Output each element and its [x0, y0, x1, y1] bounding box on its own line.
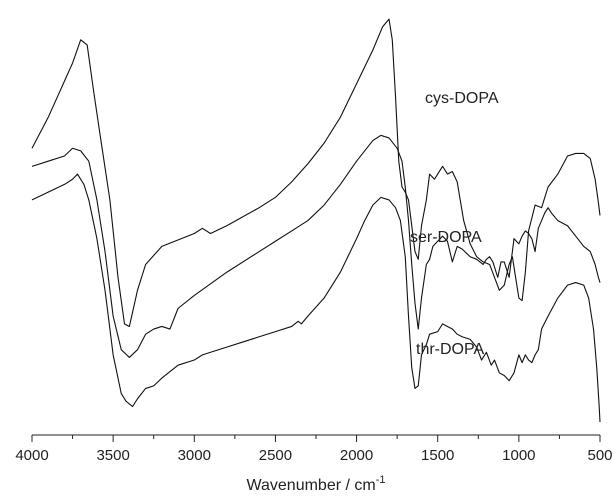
series-line-cys-dopa: [31, 18, 601, 328]
x-tick-label-2500: 2500: [259, 447, 292, 464]
series-line-thr-dopa: [31, 173, 601, 423]
x-tick-label-1000: 1000: [502, 447, 535, 464]
series-line-ser-dopa: [31, 134, 601, 358]
series-label-thr-dopa: thr-DOPA: [416, 341, 484, 358]
series-label-ser-dopa: ser-DOPA: [410, 229, 482, 246]
x-tick-label-3500: 3500: [96, 447, 129, 464]
x-tick-label-4000: 4000: [15, 447, 48, 464]
x-axis: 4000 3500 3000 2500 2000 1500 1000 500: [15, 434, 613, 464]
series-layer: [31, 18, 601, 423]
x-tick-label-500: 500: [587, 447, 612, 464]
x-tick-label-1500: 1500: [421, 447, 454, 464]
series-labels: cys-DOPA ser-DOPA thr-DOPA: [410, 90, 499, 358]
series-label-cys-dopa: cys-DOPA: [425, 90, 499, 107]
x-tick-label-2000: 2000: [340, 447, 373, 464]
x-tick-label-3000: 3000: [178, 447, 211, 464]
x-axis-title: Wavenumber / cm-1: [247, 474, 386, 494]
